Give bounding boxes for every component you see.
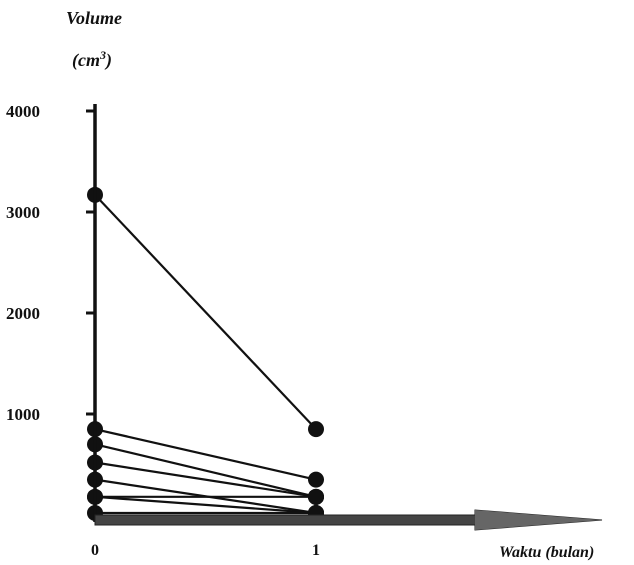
x-axis-arrowhead <box>475 510 602 530</box>
y-tick-label: 1000 <box>6 405 40 424</box>
y-tick-label: 2000 <box>6 304 40 323</box>
y-unit-close: ) <box>105 50 112 70</box>
series-line-1 <box>94 428 317 481</box>
series-line-0 <box>94 194 317 430</box>
data-point-5-1 <box>308 488 324 505</box>
data-point-1-1 <box>308 471 324 488</box>
y-unit-open: (cm <box>72 50 100 70</box>
y-axis-unit: (cm3) <box>72 48 112 71</box>
series-line-3 <box>94 461 317 498</box>
y-ticks: 4000 3000 2000 1000 <box>6 102 95 424</box>
y-tick-label: 4000 <box>6 102 40 121</box>
y-unit-superscript: 3 <box>99 48 106 62</box>
series-line-2 <box>94 443 317 498</box>
data-lines <box>94 194 317 515</box>
y-tick-label: 3000 <box>6 203 40 222</box>
y-axis-title: Volume <box>66 8 123 28</box>
x-tick-label: 1 <box>312 542 320 559</box>
series-line-6 <box>94 495 317 515</box>
x-axis-title: Waktu (bulan) <box>499 544 594 561</box>
x-tick-label: 0 <box>91 542 99 559</box>
data-point-0-1 <box>308 421 324 438</box>
